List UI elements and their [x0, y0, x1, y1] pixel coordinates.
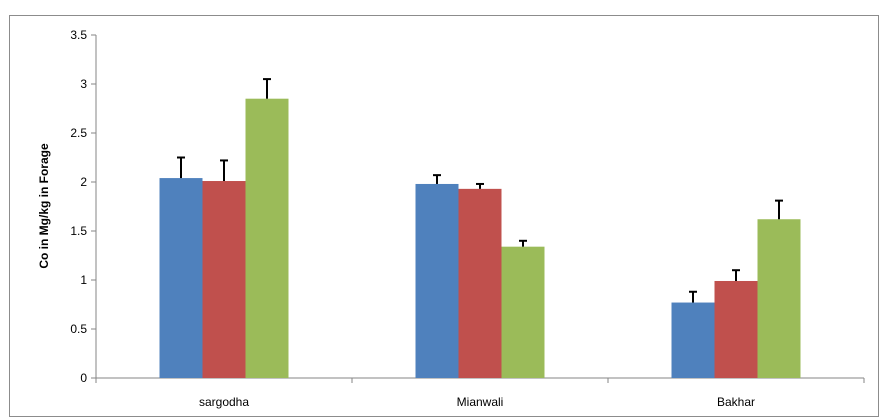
y-tick-label: 1.5: [70, 224, 87, 238]
y-tick-label: 2.5: [70, 126, 87, 140]
error-bars: [177, 78, 783, 303]
bar: [714, 280, 758, 378]
bar: [159, 178, 203, 378]
y-tick-label: 3: [80, 77, 87, 91]
y-tick-label: 1: [80, 273, 87, 287]
y-tick-labels: 0 0.5 1 1.5 2 2.5 3 3.5: [70, 28, 87, 385]
bar: [202, 181, 246, 378]
bars: [159, 98, 801, 378]
y-axis-label: Co in Mg/kg in Forage: [37, 143, 51, 269]
bar: [501, 246, 545, 378]
bar: [245, 98, 289, 378]
y-tick-label: 2: [80, 175, 87, 189]
bar: [415, 183, 459, 378]
bar: [757, 219, 801, 378]
bar: [671, 302, 715, 378]
x-tick-labels: sargodha Mianwali Bakhar: [199, 395, 755, 409]
bar: [458, 188, 502, 378]
y-tick-label: 3.5: [70, 28, 87, 42]
y-tick-label: 0.5: [70, 322, 87, 336]
x-tick-label: Mianwali: [457, 395, 504, 409]
x-tick-label: Bakhar: [717, 395, 755, 409]
x-tick-label: sargodha: [199, 395, 249, 409]
y-tick-label: 0: [80, 371, 87, 385]
